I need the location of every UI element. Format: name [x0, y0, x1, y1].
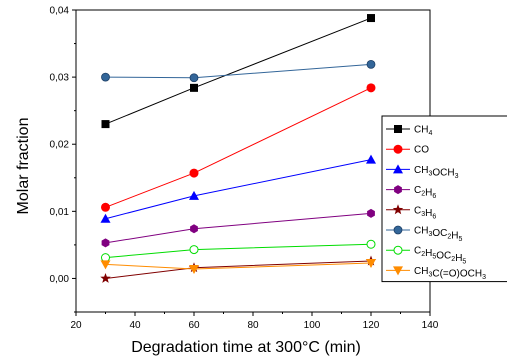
series-line: [105, 159, 372, 220]
legend-item: C2H5OC2H5: [386, 245, 466, 266]
series-line: [105, 17, 372, 125]
legend-label: CH4: [414, 125, 432, 138]
data-point: [189, 265, 199, 275]
x-tick-label: 40: [129, 320, 141, 331]
data-point: [366, 59, 376, 69]
x-tick-label: 20: [70, 320, 82, 331]
x-axis-title: Degradation time at 300°C (min): [131, 339, 361, 356]
legend-label: C3H6: [414, 205, 436, 220]
x-tick-label: 100: [304, 320, 321, 331]
legend-item: CH3OC2H5: [386, 225, 463, 244]
y-tick-label: 0,03: [50, 73, 70, 84]
legend-label: CH3C(=O)OCH3: [414, 266, 486, 281]
legend-item: CO: [386, 144, 429, 156]
legend-marker: [393, 144, 403, 154]
y-axis-title: Molar fraction: [15, 118, 32, 215]
y-tick-label: 0,01: [50, 207, 70, 218]
series-c2h6: [101, 208, 375, 248]
data-point: [190, 83, 198, 92]
legend-item: C2H6: [386, 185, 436, 200]
data-point: [366, 83, 376, 93]
legend-item: CH3C(=O)OCH3: [386, 266, 486, 281]
data-point: [100, 260, 111, 270]
data-point: [100, 272, 111, 283]
legend-marker: [392, 204, 404, 215]
series-line: [105, 260, 372, 279]
data-point: [101, 72, 110, 82]
data-point: [101, 238, 110, 248]
series-ch3oc2h5: [101, 59, 376, 83]
data-point: [190, 224, 198, 234]
legend: CH4 CO CH3OCH3 C2H6 C3H6 CH3OC2H5 C2H5OC2H5CH3…: [381, 115, 507, 283]
series-line: [105, 87, 372, 208]
legend-label: C2H6: [414, 185, 436, 200]
legend-marker: [394, 185, 402, 195]
data-point: [367, 208, 375, 218]
y-tick-label: 0,02: [50, 140, 70, 151]
data-point: [189, 245, 199, 255]
data-point: [101, 120, 110, 129]
data-point: [189, 190, 199, 200]
axes: 20 40 60 80 100 120 140 0,00 0,01 0,02 0,03 0,04: [50, 6, 439, 332]
x-tick-label: 60: [188, 320, 200, 331]
series-ch4: [101, 14, 375, 129]
legend-marker: [393, 245, 403, 255]
series-c3h6: [100, 255, 377, 283]
legend-item: C3H6: [386, 204, 436, 220]
x-tick-label: 140: [422, 320, 439, 331]
y-tick-label: 0,00: [50, 274, 70, 285]
data-point: [101, 202, 110, 212]
legend-box: [381, 115, 507, 283]
legend-marker: [394, 125, 402, 133]
series-line: [105, 63, 372, 79]
data-point: [367, 14, 375, 23]
x-tick-label: 120: [363, 320, 380, 331]
legend-label: C2H5OC2H5: [414, 246, 466, 266]
series-ch3och3: [100, 154, 376, 223]
legend-marker: [393, 266, 403, 276]
legend-marker: [393, 164, 403, 174]
legend-label: CO: [414, 145, 429, 156]
legend-item: CH3OCH3: [386, 164, 459, 180]
series-co: [101, 83, 376, 212]
series-c2h5oc2h5: [101, 239, 376, 263]
legend-label: CH3OCH3: [414, 165, 459, 180]
data-point: [189, 168, 199, 178]
data-point: [366, 239, 376, 249]
y-tick-label: 0,04: [50, 6, 70, 17]
data-point: [100, 213, 111, 223]
series-line: [105, 243, 372, 259]
data-point: [189, 73, 199, 83]
x-tick-label: 80: [247, 320, 259, 331]
data-series: [100, 14, 377, 283]
data-point: [366, 154, 376, 164]
legend-marker: [393, 225, 403, 235]
legend-label: CH3OC2H5: [414, 226, 463, 244]
legend-item: CH4: [386, 125, 432, 138]
data-point: [366, 259, 376, 269]
series-ch3c-o-och3: [100, 259, 376, 275]
series-line: [105, 212, 372, 244]
